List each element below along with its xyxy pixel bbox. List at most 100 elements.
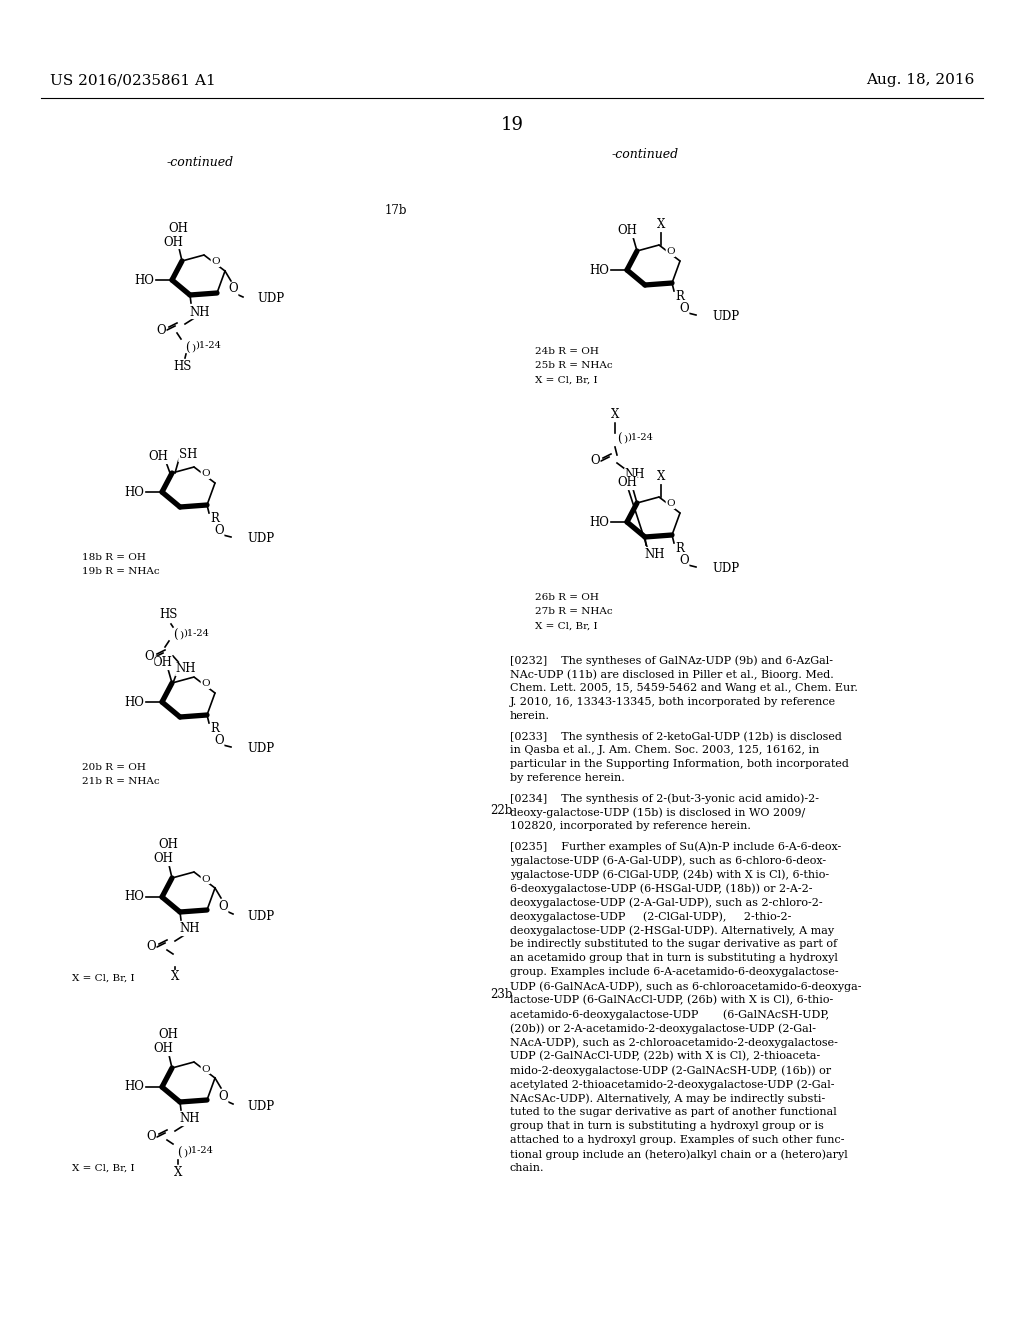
Text: group that in turn is substituting a hydroxyl group or is: group that in turn is substituting a hyd… <box>510 1121 824 1131</box>
Text: 25b R = NHAc: 25b R = NHAc <box>535 362 612 371</box>
Text: deoxygalactose-UDP     (2-ClGal-UDP),     2-thio-2-: deoxygalactose-UDP (2-ClGal-UDP), 2-thio… <box>510 911 792 921</box>
Text: )1-24: )1-24 <box>183 628 209 638</box>
Text: UDP: UDP <box>247 742 274 755</box>
Text: OH: OH <box>168 222 188 235</box>
Text: 19: 19 <box>501 116 523 135</box>
Text: )1-24: )1-24 <box>627 433 653 441</box>
Text: 24b R = OH: 24b R = OH <box>535 347 599 356</box>
Text: O: O <box>679 302 689 315</box>
Text: HS: HS <box>174 360 193 374</box>
Text: O: O <box>679 554 689 568</box>
Text: particular in the Supporting Information, both incorporated: particular in the Supporting Information… <box>510 759 849 770</box>
Text: (: ( <box>617 433 622 446</box>
Text: NH: NH <box>180 1113 201 1126</box>
Text: chain.: chain. <box>510 1163 545 1173</box>
Text: [0235]    Further examples of Su(A)n-P include 6-A-6-deox-: [0235] Further examples of Su(A)n-P incl… <box>510 841 842 851</box>
Text: deoxygalactose-UDP (2-A-Gal-UDP), such as 2-chloro-2-: deoxygalactose-UDP (2-A-Gal-UDP), such a… <box>510 898 822 908</box>
Text: 21b R = NHAc: 21b R = NHAc <box>82 777 160 787</box>
Text: 23b: 23b <box>490 989 512 1002</box>
Text: O: O <box>590 454 600 467</box>
Text: UDP (2-GalNAcCl-UDP, (22b) with X is Cl), 2-thioaceta-: UDP (2-GalNAcCl-UDP, (22b) with X is Cl)… <box>510 1051 820 1061</box>
Text: UDP: UDP <box>712 310 739 323</box>
Text: in Qasba et al., J. Am. Chem. Soc. 2003, 125, 16162, in: in Qasba et al., J. Am. Chem. Soc. 2003,… <box>510 744 819 755</box>
Text: mido-2-deoxygalactose-UDP (2-GalNAcSH-UDP, (16b)) or: mido-2-deoxygalactose-UDP (2-GalNAcSH-UD… <box>510 1065 831 1076</box>
Text: OH: OH <box>158 1028 178 1041</box>
Text: O: O <box>214 734 224 747</box>
Text: group. Examples include 6-A-acetamido-6-deoxygalactose-: group. Examples include 6-A-acetamido-6-… <box>510 968 839 977</box>
Text: OH: OH <box>163 235 183 248</box>
Text: herein.: herein. <box>510 711 550 721</box>
Text: 27b R = NHAc: 27b R = NHAc <box>535 607 612 616</box>
Text: OH: OH <box>153 853 173 866</box>
Text: HO: HO <box>589 516 609 528</box>
Text: Chem. Lett. 2005, 15, 5459-5462 and Wang et al., Chem. Eur.: Chem. Lett. 2005, 15, 5459-5462 and Wang… <box>510 682 858 693</box>
Text: NH: NH <box>180 923 201 936</box>
Text: US 2016/0235861 A1: US 2016/0235861 A1 <box>50 73 216 87</box>
Text: 19b R = NHAc: 19b R = NHAc <box>82 568 160 577</box>
Text: R: R <box>676 290 684 304</box>
Text: -continued: -continued <box>167 156 233 169</box>
Text: 22b: 22b <box>490 804 512 817</box>
Text: 17b: 17b <box>385 203 408 216</box>
Text: UDP: UDP <box>247 1100 274 1113</box>
Text: attached to a hydroxyl group. Examples of such other func-: attached to a hydroxyl group. Examples o… <box>510 1135 845 1144</box>
Text: X: X <box>610 408 620 421</box>
Text: Aug. 18, 2016: Aug. 18, 2016 <box>865 73 974 87</box>
Text: SH: SH <box>179 449 198 462</box>
Text: (: ( <box>185 342 189 355</box>
Text: X: X <box>174 1166 182 1179</box>
Text: R: R <box>211 722 219 735</box>
Text: 6-deoxygalactose-UDP (6-HSGal-UDP, (18b)) or 2-A-2-: 6-deoxygalactose-UDP (6-HSGal-UDP, (18b)… <box>510 883 812 894</box>
Text: be indirectly substituted to the sugar derivative as part of: be indirectly substituted to the sugar d… <box>510 939 838 949</box>
Text: HO: HO <box>134 273 154 286</box>
Text: O: O <box>144 651 154 664</box>
Text: HS: HS <box>160 609 178 622</box>
Text: X: X <box>656 219 666 231</box>
Text: O: O <box>201 470 210 479</box>
Text: OH: OH <box>617 224 637 238</box>
Text: UDP: UDP <box>257 293 284 305</box>
Text: O: O <box>157 323 166 337</box>
Text: NH: NH <box>189 305 210 318</box>
Text: (: ( <box>173 628 177 642</box>
Text: X = Cl, Br, I: X = Cl, Br, I <box>535 375 598 384</box>
Text: -continued: -continued <box>611 149 679 161</box>
Text: )1-24: )1-24 <box>187 1146 213 1155</box>
Text: NAcSAc-UDP). Alternatively, A may be indirectly substi-: NAcSAc-UDP). Alternatively, A may be ind… <box>510 1093 825 1104</box>
Text: acetamido-6-deoxygalactose-UDP       (6-GalNAcSH-UDP,: acetamido-6-deoxygalactose-UDP (6-GalNAc… <box>510 1008 829 1019</box>
Text: (: ( <box>177 1147 181 1159</box>
Text: O: O <box>667 248 675 256</box>
Text: R: R <box>211 512 219 525</box>
Text: J. 2010, 16, 13343-13345, both incorporated by reference: J. 2010, 16, 13343-13345, both incorpora… <box>510 697 837 708</box>
Text: O: O <box>146 940 156 953</box>
Text: 102820, incorporated by reference herein.: 102820, incorporated by reference herein… <box>510 821 751 832</box>
Text: NH: NH <box>176 663 197 676</box>
Text: ): ) <box>179 631 183 639</box>
Text: NAc-UDP (11b) are disclosed in Piller et al., Bioorg. Med.: NAc-UDP (11b) are disclosed in Piller et… <box>510 669 834 680</box>
Text: X = Cl, Br, I: X = Cl, Br, I <box>72 1163 134 1172</box>
Text: NH: NH <box>645 548 666 561</box>
Text: ): ) <box>191 343 196 352</box>
Text: O: O <box>201 1064 210 1073</box>
Text: X = Cl, Br, I: X = Cl, Br, I <box>72 974 134 982</box>
Text: OH: OH <box>153 1043 173 1056</box>
Text: (20b)) or 2-A-acetamido-2-deoxygalactose-UDP (2-Gal-: (20b)) or 2-A-acetamido-2-deoxygalactose… <box>510 1023 816 1034</box>
Text: O: O <box>214 524 224 537</box>
Text: HO: HO <box>589 264 609 276</box>
Text: ygalactose-UDP (6-ClGal-UDP, (24b) with X is Cl), 6-thio-: ygalactose-UDP (6-ClGal-UDP, (24b) with … <box>510 869 829 879</box>
Text: R: R <box>676 543 684 556</box>
Text: O: O <box>146 1130 156 1143</box>
Text: UDP (6-GalNAcA-UDP), such as 6-chloroacetamido-6-deoxyga-: UDP (6-GalNAcA-UDP), such as 6-chloroace… <box>510 981 861 991</box>
Text: HO: HO <box>124 1081 144 1093</box>
Text: 20b R = OH: 20b R = OH <box>82 763 145 772</box>
Text: deoxy-galactose-UDP (15b) is disclosed in WO 2009/: deoxy-galactose-UDP (15b) is disclosed i… <box>510 807 805 817</box>
Text: NH: NH <box>625 469 645 482</box>
Text: )1-24: )1-24 <box>195 341 221 350</box>
Text: OH: OH <box>158 838 178 851</box>
Text: X = Cl, Br, I: X = Cl, Br, I <box>535 622 598 631</box>
Text: [0234]    The synthesis of 2-(but-3-yonic acid amido)-2-: [0234] The synthesis of 2-(but-3-yonic a… <box>510 793 819 804</box>
Text: OH: OH <box>152 656 172 669</box>
Text: HO: HO <box>124 891 144 903</box>
Text: 26b R = OH: 26b R = OH <box>535 594 599 602</box>
Text: OH: OH <box>148 450 168 463</box>
